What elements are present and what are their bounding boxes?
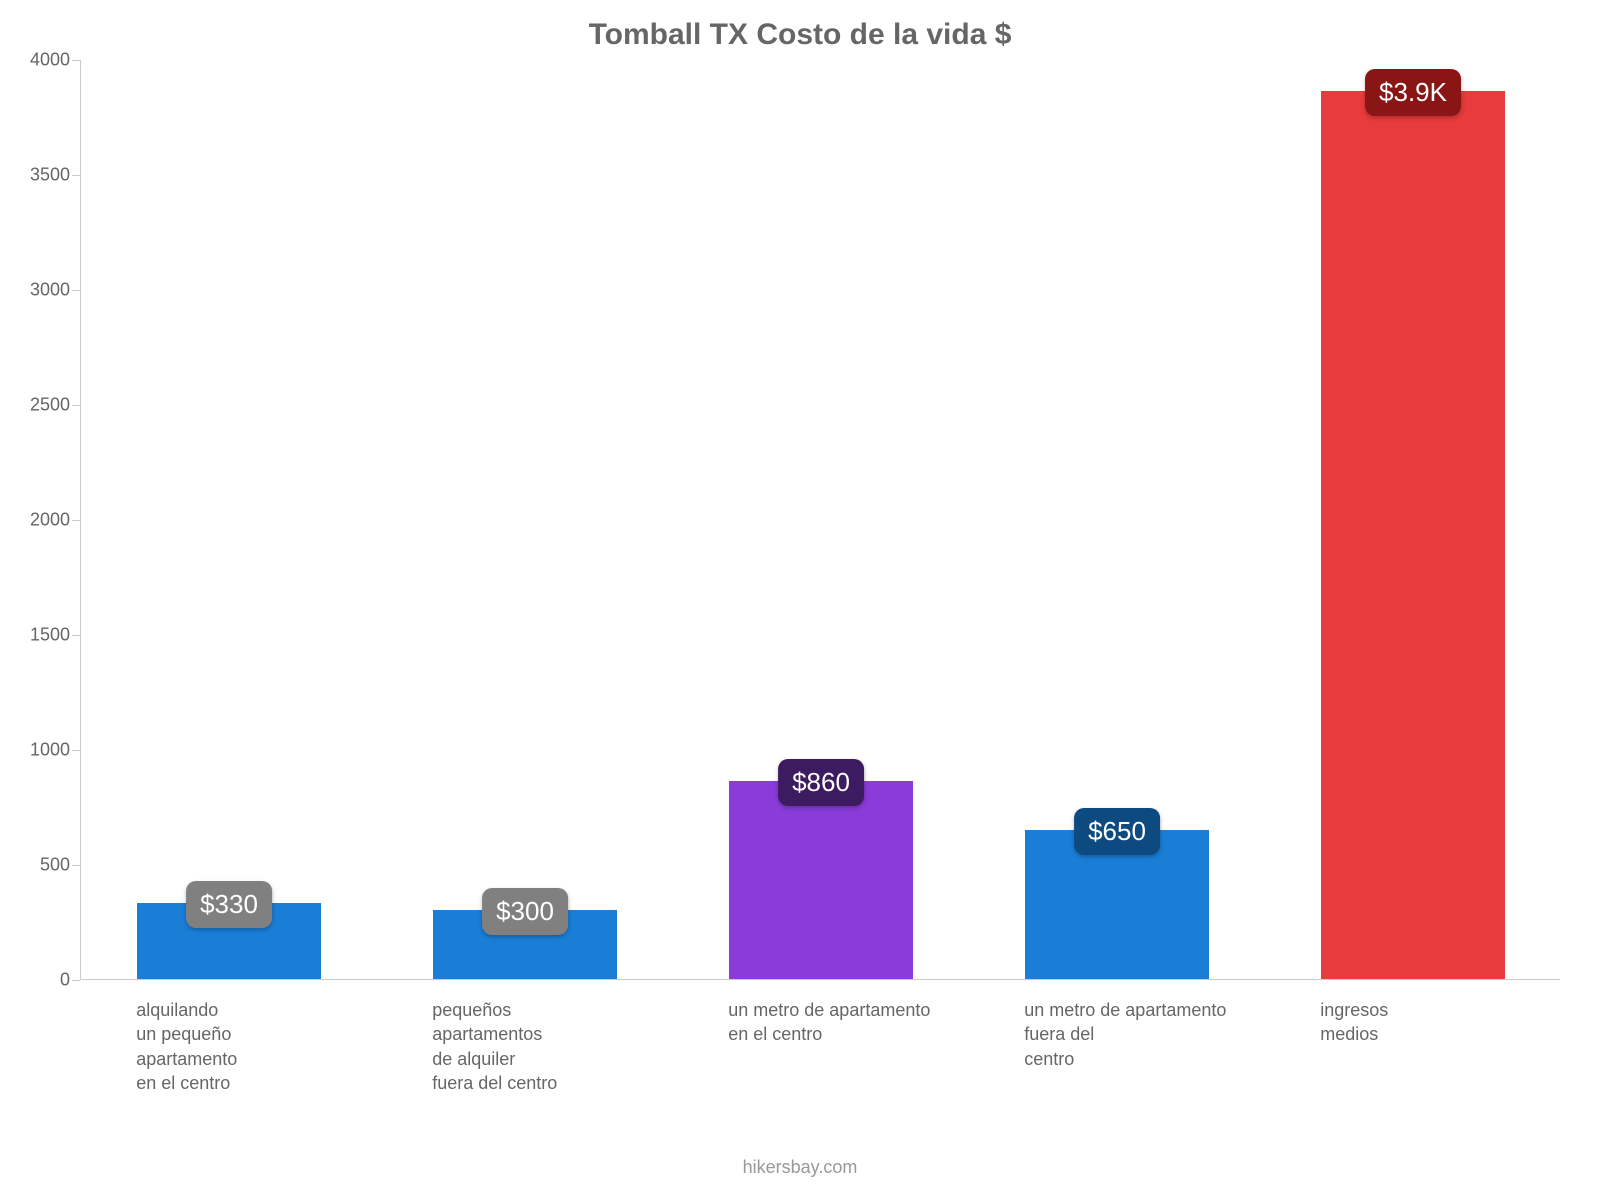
y-tick-label: 500 [0,855,70,876]
y-tick [72,520,80,521]
y-tick-label: 4000 [0,50,70,71]
y-tick [72,405,80,406]
bar-value-label: $330 [186,881,272,928]
y-tick [72,980,80,981]
plot-area: $330 $300 $860 $650 $3.9K [80,60,1560,980]
x-tick-label: pequeños apartamentos de alquiler fuera … [432,998,557,1095]
x-tick-label: ingresos medios [1320,998,1388,1047]
y-tick [72,60,80,61]
bar-value-label: $650 [1074,808,1160,855]
x-tick-label: un metro de apartamento en el centro [728,998,930,1047]
bar [729,781,913,979]
y-tick [72,290,80,291]
y-tick-label: 1000 [0,740,70,761]
y-tick [72,865,80,866]
y-tick [72,175,80,176]
bar-value-label: $860 [778,759,864,806]
y-tick-label: 1500 [0,625,70,646]
y-tick-label: 0 [0,970,70,991]
y-tick-label: 3500 [0,165,70,186]
chart-title: Tomball TX Costo de la vida $ [0,18,1600,52]
cost-of-living-chart: Tomball TX Costo de la vida $ 0 500 1000 15… [0,0,1600,1200]
y-tick [72,750,80,751]
x-tick-label: un metro de apartamento fuera del centro [1024,998,1226,1071]
attribution: hikersbay.com [0,1157,1600,1178]
bar [1321,91,1505,979]
y-tick-label: 2500 [0,395,70,416]
x-tick-label: alquilando un pequeño apartamento en el … [136,998,237,1095]
y-tick-label: 3000 [0,280,70,301]
bar-value-label: $3.9K [1365,69,1461,116]
y-tick-label: 2000 [0,510,70,531]
bar-value-label: $300 [482,888,568,935]
y-tick [72,635,80,636]
